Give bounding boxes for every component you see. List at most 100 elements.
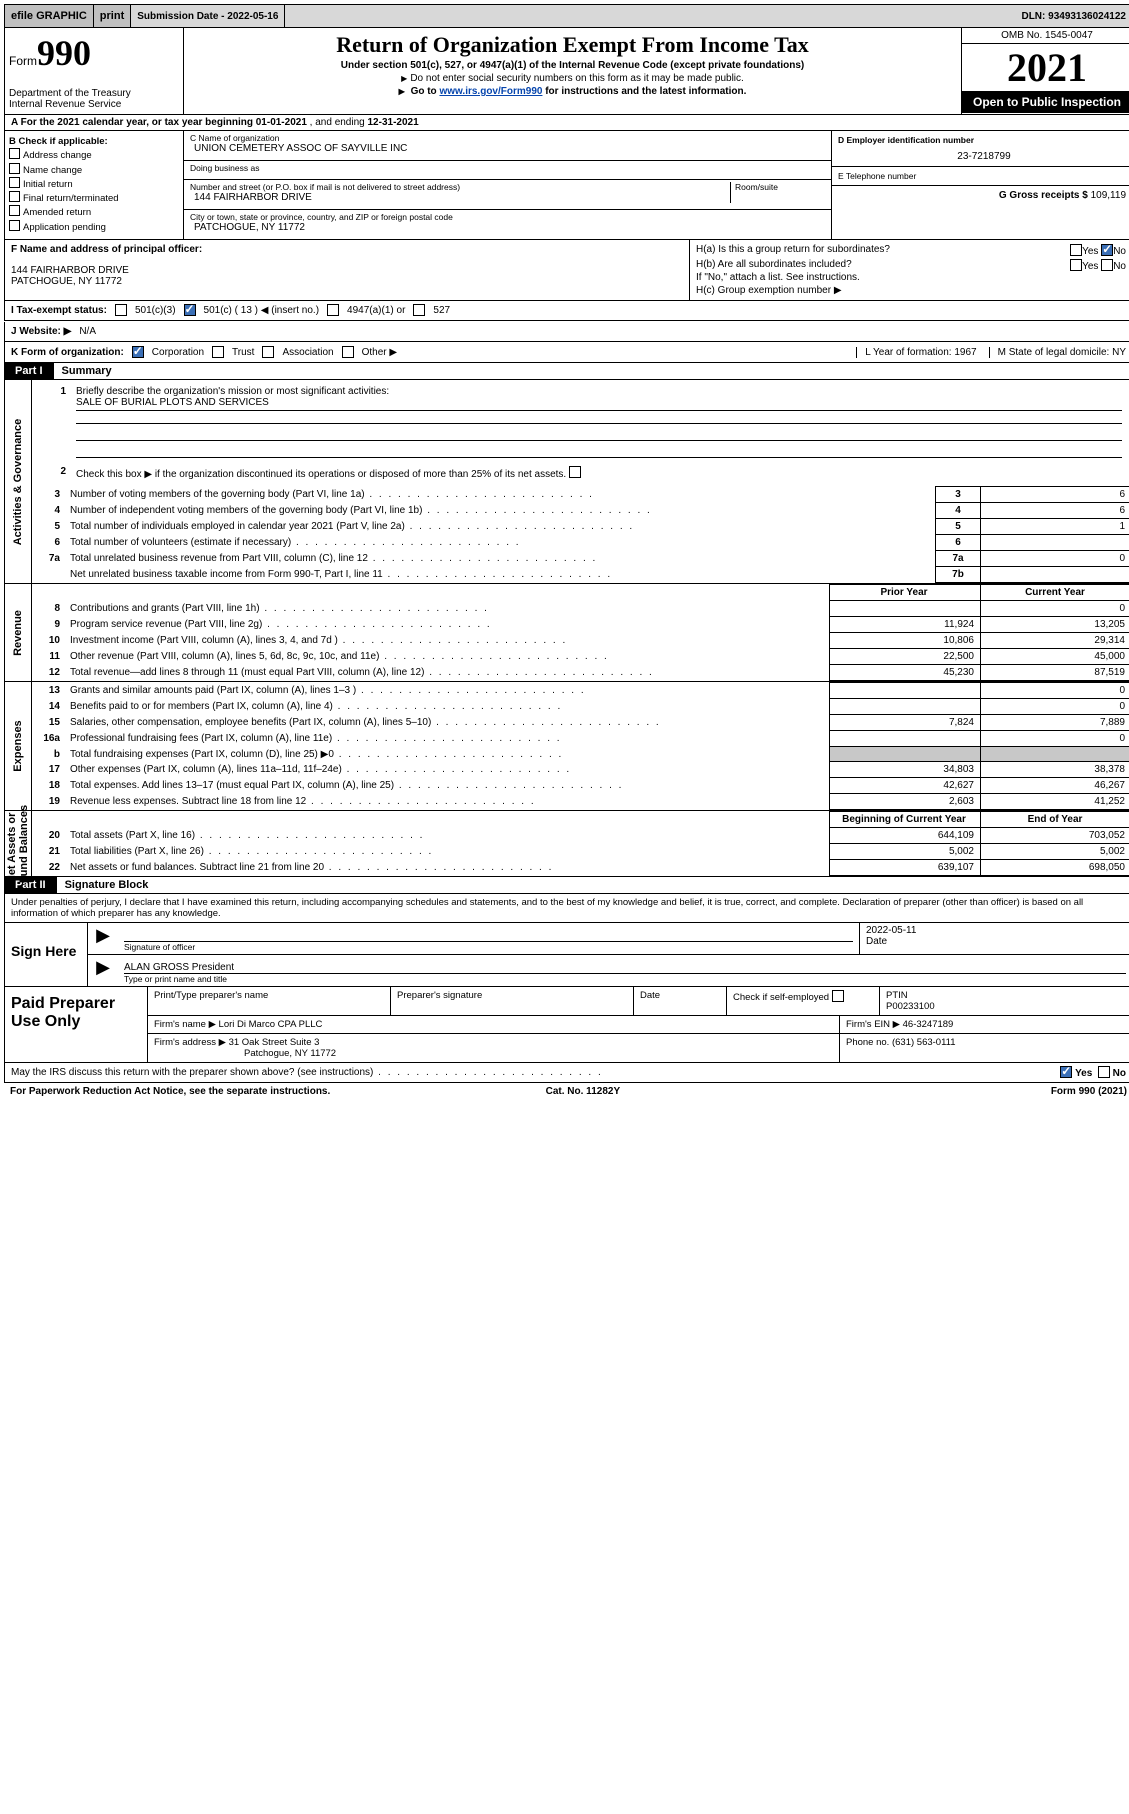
tax-year: 2021 [962, 44, 1129, 91]
officer-label: F Name and address of principal officer: [11, 244, 202, 255]
form-number: Form990 [9, 32, 179, 74]
cb-501c[interactable] [184, 304, 196, 316]
gov-row: 5Total number of individuals employed in… [32, 519, 1129, 535]
paid-left-label: Paid Preparer Use Only [5, 987, 147, 1062]
sign-arrow-icon: ▶ [88, 923, 118, 954]
cb-discuss-yes[interactable] [1060, 1066, 1072, 1078]
street-label: Number and street (or P.O. box if mail i… [190, 182, 730, 192]
table-row: 14Benefits paid to or for members (Part … [32, 699, 1129, 715]
cb-app-pending[interactable] [9, 220, 20, 231]
penalties-text: Under penalties of perjury, I declare th… [4, 894, 1129, 923]
hb-yes-cb[interactable] [1070, 259, 1082, 271]
q1-value: SALE OF BURIAL PLOTS AND SERVICES [76, 397, 1122, 411]
discuss-row: May the IRS discuss this return with the… [4, 1063, 1129, 1083]
gov-row: 7aTotal unrelated business revenue from … [32, 551, 1129, 567]
omb-number: OMB No. 1545-0047 [962, 28, 1129, 44]
table-row: 22Net assets or fund balances. Subtract … [32, 860, 1129, 876]
cb-amended[interactable] [9, 205, 20, 216]
table-row: 19Revenue less expenses. Subtract line 1… [32, 794, 1129, 810]
form-title: Return of Organization Exempt From Incom… [336, 32, 809, 58]
ha-yes-cb[interactable] [1070, 244, 1082, 256]
firm-ein: 46-3247189 [903, 1019, 954, 1030]
part-i-header: Part I Summary [4, 363, 1129, 380]
city-label: City or town, state or province, country… [190, 212, 825, 222]
cb-trust[interactable] [212, 346, 224, 358]
cat-no: Cat. No. 11282Y [546, 1086, 620, 1097]
subtitle-3: Go to www.irs.gov/Form990 for instructio… [399, 86, 747, 97]
state-domicile: M State of legal domicile: NY [989, 347, 1126, 358]
section-netassets: Net Assets orFund Balances Beginning of … [4, 811, 1129, 877]
hb-note: If "No," attach a list. See instructions… [696, 272, 1126, 283]
top-toolbar: efile GRAPHIC print Submission Date - 20… [4, 4, 1129, 28]
col-begin: Beginning of Current Year [830, 812, 981, 828]
cb-corp[interactable] [132, 346, 144, 358]
cb-discuss-no[interactable] [1098, 1066, 1110, 1078]
prep-name-hdr: Print/Type preparer's name [148, 987, 391, 1015]
table-row: 15Salaries, other compensation, employee… [32, 715, 1129, 731]
table-row: 16aProfessional fundraising fees (Part I… [32, 731, 1129, 747]
hb-no-cb[interactable] [1101, 259, 1113, 271]
cb-final-return[interactable] [9, 191, 20, 202]
side-activities: Activities & Governance [12, 418, 24, 545]
table-row: 13Grants and similar amounts paid (Part … [32, 683, 1129, 699]
table-row: 17Other expenses (Part IX, column (A), l… [32, 762, 1129, 778]
cb-initial-return[interactable] [9, 177, 20, 188]
subtitle-2: Do not enter social security numbers on … [401, 73, 744, 84]
cb-discontinued[interactable] [569, 466, 581, 478]
gov-row: 3Number of voting members of the governi… [32, 487, 1129, 503]
table-row: 21Total liabilities (Part X, line 26)5,0… [32, 844, 1129, 860]
efile-button[interactable]: efile GRAPHIC [5, 5, 94, 27]
col-end: End of Year [981, 812, 1129, 828]
sig-caption: Signature of officer [124, 942, 853, 952]
sign-arrow2-icon: ▶ [88, 955, 118, 986]
dept-treasury: Department of the Treasury [9, 88, 179, 99]
gov-row: 6Total number of volunteers (estimate if… [32, 535, 1129, 551]
form-ref: Form 990 (2021) [1051, 1086, 1127, 1097]
cb-self-employed[interactable] [832, 990, 844, 1002]
side-netassets: Net Assets orFund Balances [6, 804, 30, 882]
footer: For Paperwork Reduction Act Notice, see … [4, 1083, 1129, 1100]
section-revenue: Revenue Prior Year Current Year 8Contrib… [4, 584, 1129, 682]
table-row: 10Investment income (Part VIII, column (… [32, 633, 1129, 649]
cb-name-change[interactable] [9, 163, 20, 174]
prep-date-hdr: Date [634, 987, 727, 1015]
side-expenses: Expenses [12, 720, 24, 771]
org-name: UNION CEMETERY ASSOC OF SAYVILLE INC [190, 143, 825, 154]
cb-4947[interactable] [327, 304, 339, 316]
year-formation: L Year of formation: 1967 [856, 347, 976, 358]
print-button[interactable]: print [94, 5, 131, 27]
gross-receipts-value: 109,119 [1091, 190, 1126, 201]
hb-label: H(b) Are all subordinates included? [696, 259, 852, 270]
ein-label: D Employer identification number [838, 135, 1126, 145]
sign-date: 2022-05-11 [866, 925, 1126, 936]
entity-block: B Check if applicable: Address change Na… [4, 131, 1129, 240]
row-i-tax-status: I Tax-exempt status: 501(c)(3) 501(c) ( … [4, 300, 1129, 321]
col-prior: Prior Year [830, 585, 981, 601]
cb-527[interactable] [413, 304, 425, 316]
gov-row: 4Number of independent voting members of… [32, 503, 1129, 519]
ptin-label: PTIN [886, 990, 1126, 1001]
section-activities: Activities & Governance 1 Briefly descri… [4, 380, 1129, 584]
q2-label: Check this box ▶ if the organization dis… [72, 464, 1126, 482]
table-row: bTotal fundraising expenses (Part IX, co… [32, 747, 1129, 762]
org-name-label: C Name of organization [190, 133, 825, 143]
ha-no-cb[interactable] [1101, 244, 1113, 256]
phone-label: E Telephone number [838, 171, 1126, 181]
cb-501c3[interactable] [115, 304, 127, 316]
subtitle-1: Under section 501(c), 527, or 4947(a)(1)… [341, 60, 804, 71]
firm-addr1: 31 Oak Street Suite 3 [229, 1037, 320, 1048]
table-row: 20Total assets (Part X, line 16)644,1097… [32, 828, 1129, 844]
cb-address-change[interactable] [9, 148, 20, 159]
officer-addr2: PATCHOGUE, NY 11772 [11, 276, 683, 287]
cb-assoc[interactable] [262, 346, 274, 358]
table-row: 12Total revenue—add lines 8 through 11 (… [32, 665, 1129, 681]
cb-other[interactable] [342, 346, 354, 358]
website-value: N/A [79, 326, 96, 337]
firm-name: Lori Di Marco CPA PLLC [219, 1019, 323, 1030]
street-value: 144 FAIRHARBOR DRIVE [190, 192, 730, 203]
paperwork-notice: For Paperwork Reduction Act Notice, see … [10, 1086, 330, 1097]
table-row: 9Program service revenue (Part VIII, lin… [32, 617, 1129, 633]
col-current: Current Year [981, 585, 1129, 601]
irs-link[interactable]: www.irs.gov/Form990 [439, 86, 542, 97]
city-value: PATCHOGUE, NY 11772 [190, 222, 825, 233]
